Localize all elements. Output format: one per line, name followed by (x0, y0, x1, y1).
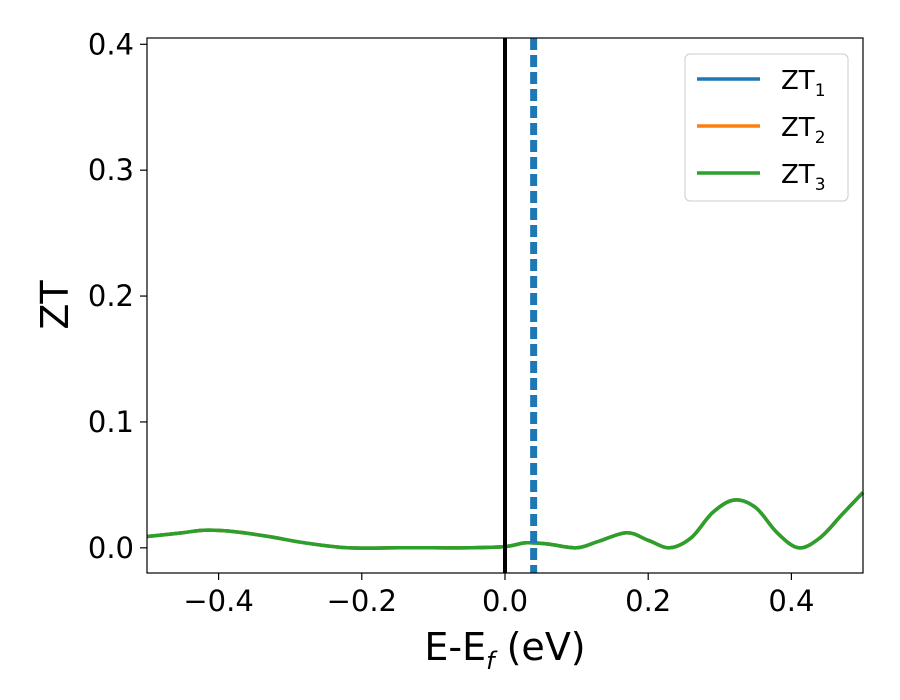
y-tick-label: 0.3 (88, 153, 134, 187)
x-tick-label: −0.4 (183, 584, 253, 618)
x-tick-label: 0.4 (768, 584, 814, 618)
reference-lines (503, 38, 538, 573)
y-tick-label: 0.2 (88, 279, 134, 313)
legend-box (684, 53, 849, 202)
y-tick-label: 0.0 (88, 531, 134, 565)
legend: ZT1 ZT2 ZT3 (684, 53, 849, 202)
series-line-3 (146, 491, 865, 550)
legend-label: ZT3 (781, 160, 826, 195)
x-tick-label: 0.0 (482, 584, 528, 618)
series-layer (146, 491, 865, 550)
x-tick-label: 0.2 (625, 584, 671, 618)
x-axis-label: E-Ef (eV) (424, 625, 585, 675)
y-axis-label: ZT (33, 280, 77, 330)
x-tick-label: −0.2 (327, 584, 397, 618)
legend-label: ZT2 (781, 113, 826, 148)
legend-label: ZT1 (781, 66, 826, 101)
x-axis-ticks: −0.4 −0.2 0.0 0.2 0.4 (183, 573, 814, 618)
y-axis-ticks: 0.0 0.1 0.2 0.3 0.4 (88, 27, 147, 565)
y-tick-label: 0.4 (88, 27, 134, 61)
y-tick-label: 0.1 (88, 405, 134, 439)
